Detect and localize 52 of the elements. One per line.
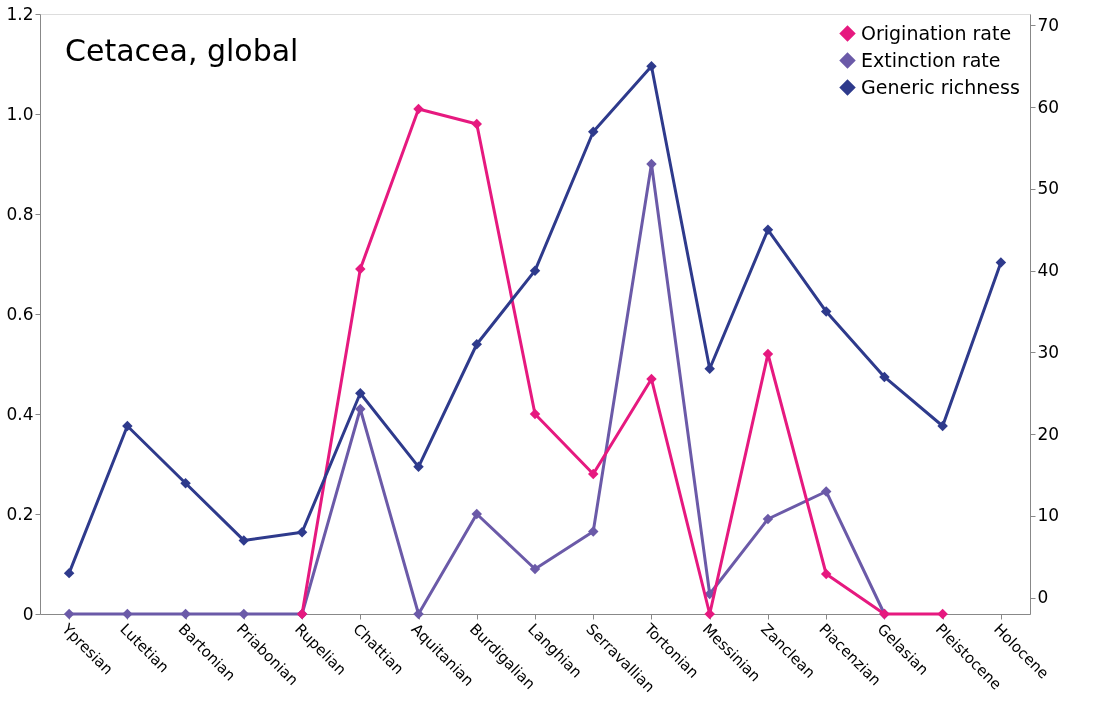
y-tick-label: 1.0 xyxy=(6,103,34,124)
point xyxy=(762,224,774,236)
point xyxy=(820,306,832,317)
point xyxy=(646,373,657,385)
point xyxy=(122,420,133,432)
y2-tick-label: 0 xyxy=(1037,587,1049,608)
y2-tick-label: 50 xyxy=(1037,178,1060,199)
y-tick-label: 0.4 xyxy=(6,403,34,424)
point xyxy=(937,608,948,620)
point xyxy=(820,486,832,497)
point xyxy=(238,535,250,546)
point xyxy=(529,563,541,575)
point xyxy=(587,526,599,537)
point xyxy=(937,420,948,432)
y2-tick-label: 20 xyxy=(1037,423,1060,444)
point xyxy=(995,257,1007,268)
point xyxy=(471,118,483,130)
y2-tick-label: 70 xyxy=(1037,14,1060,35)
point xyxy=(529,265,541,276)
point xyxy=(529,408,541,420)
y-tick-label: 0.2 xyxy=(6,503,34,524)
point xyxy=(471,339,483,350)
point xyxy=(471,508,483,520)
point xyxy=(180,477,191,489)
point xyxy=(122,608,133,620)
point xyxy=(355,388,366,399)
y2-tick-label: 40 xyxy=(1037,260,1060,281)
point xyxy=(413,103,424,115)
y-tick-label: 1.2 xyxy=(6,3,34,24)
point xyxy=(355,263,366,275)
point xyxy=(587,126,599,137)
point xyxy=(646,61,657,72)
point xyxy=(63,567,75,579)
point xyxy=(879,371,890,383)
y-tick-label: 0 xyxy=(22,603,34,624)
y2-tick-label: 10 xyxy=(1037,505,1060,526)
legend-label: Origination rate xyxy=(861,21,1012,44)
point xyxy=(587,468,599,480)
y2-tick-label: 60 xyxy=(1037,96,1060,117)
point xyxy=(296,527,308,538)
point xyxy=(762,513,774,525)
legend-label: Extinction rate xyxy=(861,48,1001,71)
point xyxy=(413,608,424,620)
y2-tick-label: 30 xyxy=(1037,341,1060,362)
point xyxy=(180,608,191,620)
text: Cetacea, global xyxy=(65,33,299,68)
y-tick-label: 0.8 xyxy=(6,203,34,224)
point xyxy=(820,568,832,580)
legend-label: Generic richness xyxy=(861,75,1020,98)
point xyxy=(413,461,424,473)
y-tick-label: 0.6 xyxy=(6,303,34,324)
point xyxy=(63,608,75,620)
